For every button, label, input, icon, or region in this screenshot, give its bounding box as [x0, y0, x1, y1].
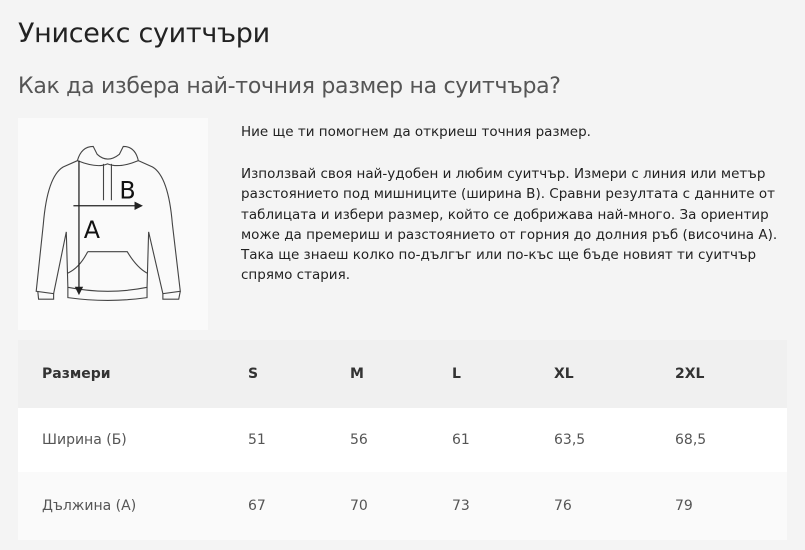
table-cell: 63,5 [554, 432, 586, 448]
table-header-row: Размери S M L XL 2XL [18, 340, 787, 408]
header-cell: L [452, 366, 461, 382]
size-guide-text: Ние ще ти помогнем да откриеш точния раз… [241, 122, 781, 307]
header-cell: M [350, 366, 364, 382]
hoodie-measurement-image: B A [18, 118, 208, 330]
intro-text: Ние ще ти помогнем да откриеш точния раз… [241, 124, 591, 140]
page-title: Унисекс суитчъри [18, 18, 270, 49]
header-cell: XL [554, 366, 574, 382]
table-cell: 68,5 [675, 432, 707, 448]
description-text: Използвай своя най-удобен и любим суитчъ… [241, 166, 778, 284]
row-label: Ширина (Б) [42, 432, 127, 448]
label-b: B [119, 177, 135, 205]
header-cell: Размери [42, 366, 111, 382]
label-a: A [84, 216, 101, 244]
table-cell: 56 [350, 432, 368, 448]
table-cell: 51 [248, 432, 266, 448]
header-cell: S [248, 366, 259, 382]
table-cell: 76 [554, 498, 572, 514]
size-table: Размери S M L XL 2XL Ширина (Б) 51 56 61… [18, 340, 787, 540]
table-cell: 67 [248, 498, 266, 514]
table-cell: 61 [452, 432, 470, 448]
table-cell: 73 [452, 498, 470, 514]
header-cell: 2XL [675, 366, 705, 382]
table-cell: 79 [675, 498, 693, 514]
page-subtitle: Как да избера най-точния размер на суитч… [18, 74, 561, 99]
row-label: Дължина (А) [42, 498, 137, 514]
table-cell: 70 [350, 498, 368, 514]
table-row: Дължина (А) 67 70 73 76 79 [18, 472, 787, 540]
table-row: Ширина (Б) 51 56 61 63,5 68,5 [18, 408, 787, 472]
